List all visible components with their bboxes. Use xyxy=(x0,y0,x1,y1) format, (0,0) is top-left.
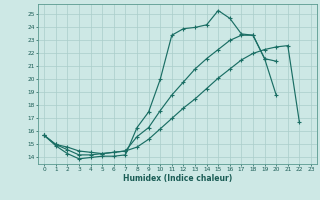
X-axis label: Humidex (Indice chaleur): Humidex (Indice chaleur) xyxy=(123,174,232,183)
